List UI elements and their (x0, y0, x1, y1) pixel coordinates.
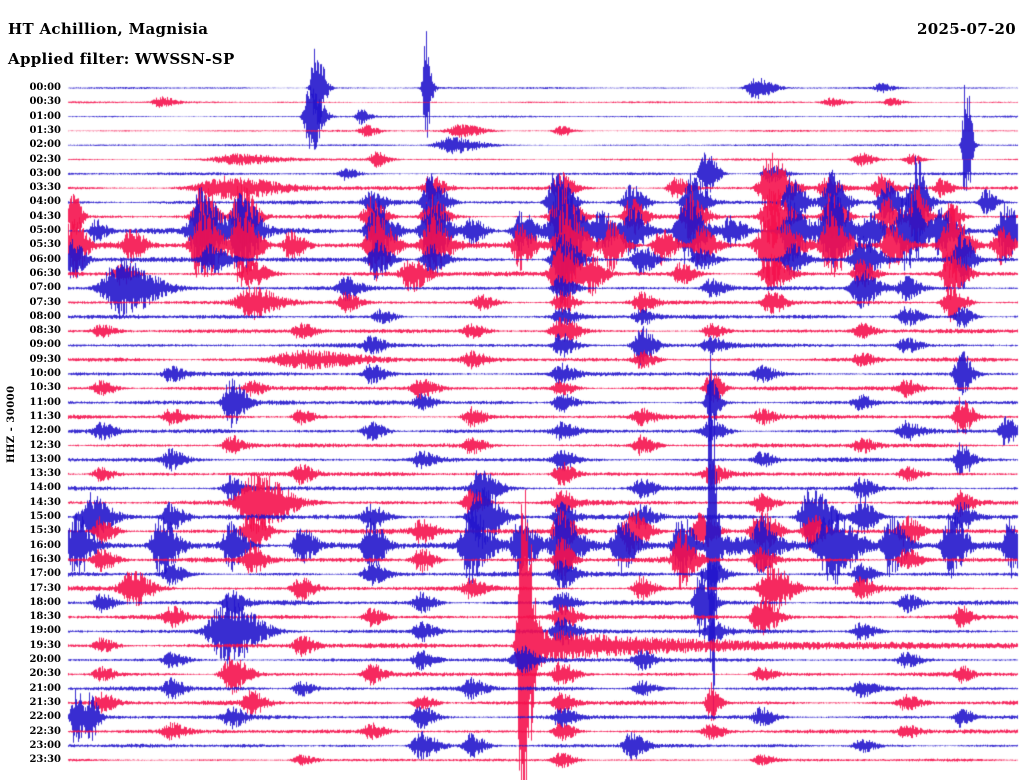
time-label: 08:00 (29, 310, 61, 322)
time-label: 21:30 (29, 696, 61, 708)
time-label: 14:30 (29, 496, 61, 508)
time-label: 22:00 (29, 711, 61, 723)
time-label: 06:30 (29, 267, 61, 279)
time-label: 15:30 (29, 525, 61, 537)
time-label: 16:30 (29, 553, 61, 565)
time-label: 19:00 (29, 625, 61, 637)
time-label: 13:30 (29, 468, 61, 480)
time-label: 03:00 (29, 167, 61, 179)
time-label: 01:30 (29, 124, 61, 136)
time-label: 23:00 (29, 739, 61, 751)
time-label: 04:30 (29, 210, 61, 222)
time-label: 04:00 (29, 196, 61, 208)
time-label: 20:30 (29, 668, 61, 680)
time-label: 22:30 (29, 725, 61, 737)
record-date: 2025-07-20 (917, 20, 1016, 38)
time-label: 00:30 (29, 96, 61, 108)
time-label: 12:30 (29, 439, 61, 451)
filter-label: Applied filter: WWSSN-SP (8, 50, 235, 68)
time-label: 19:30 (29, 639, 61, 651)
time-label: 13:00 (29, 453, 61, 465)
time-label: 10:30 (29, 382, 61, 394)
time-label: 11:30 (29, 410, 61, 422)
time-label: 09:00 (29, 339, 61, 351)
time-label: 07:30 (29, 296, 61, 308)
time-label: 11:00 (29, 396, 61, 408)
time-label: 08:30 (29, 325, 61, 337)
time-label: 10:00 (29, 368, 61, 379)
time-label: 06:00 (29, 253, 61, 265)
time-label: 09:30 (29, 353, 61, 365)
time-label: 00:00 (29, 82, 61, 93)
time-label: 14:00 (29, 482, 61, 494)
time-label: 03:30 (29, 182, 61, 194)
time-label: 01:00 (29, 110, 61, 122)
time-label: 23:30 (29, 754, 61, 766)
time-label: 18:00 (29, 596, 61, 608)
time-label: 18:30 (29, 611, 61, 623)
station-title: HT Achillion, Magnisia (8, 20, 209, 38)
time-label: 21:00 (29, 682, 61, 694)
time-label: 02:30 (29, 153, 61, 165)
time-label: 15:00 (29, 511, 61, 522)
time-label: 17:00 (29, 568, 61, 580)
time-label: 07:00 (29, 282, 61, 294)
time-label: 16:00 (29, 539, 61, 551)
time-label: 02:00 (29, 139, 61, 151)
time-label: 20:00 (29, 654, 61, 665)
time-label: 17:30 (29, 582, 61, 594)
time-label: 05:30 (29, 239, 61, 251)
time-label: 05:00 (29, 225, 61, 236)
time-label: 12:00 (29, 425, 61, 437)
